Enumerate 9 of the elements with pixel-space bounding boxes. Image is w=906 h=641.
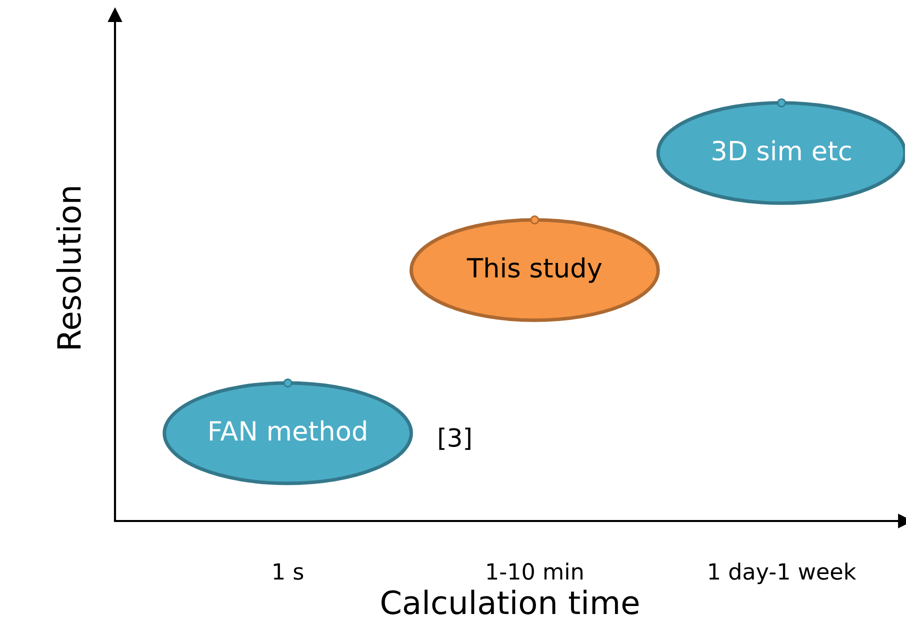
annotation: FAN method (210, 420, 366, 441)
y-axis-title: Resolution (56, 187, 82, 348)
x-tick-label: 1-10 min (487, 562, 583, 580)
x-axis-title: Calculation time (382, 590, 639, 614)
x-tick-label: 1 day-1 week (709, 562, 856, 584)
annotation: 3D sim etc (712, 140, 851, 161)
annotation: This study (466, 257, 602, 283)
x-tick-label: 1 s (274, 563, 304, 580)
annotation: [3] (439, 428, 470, 450)
